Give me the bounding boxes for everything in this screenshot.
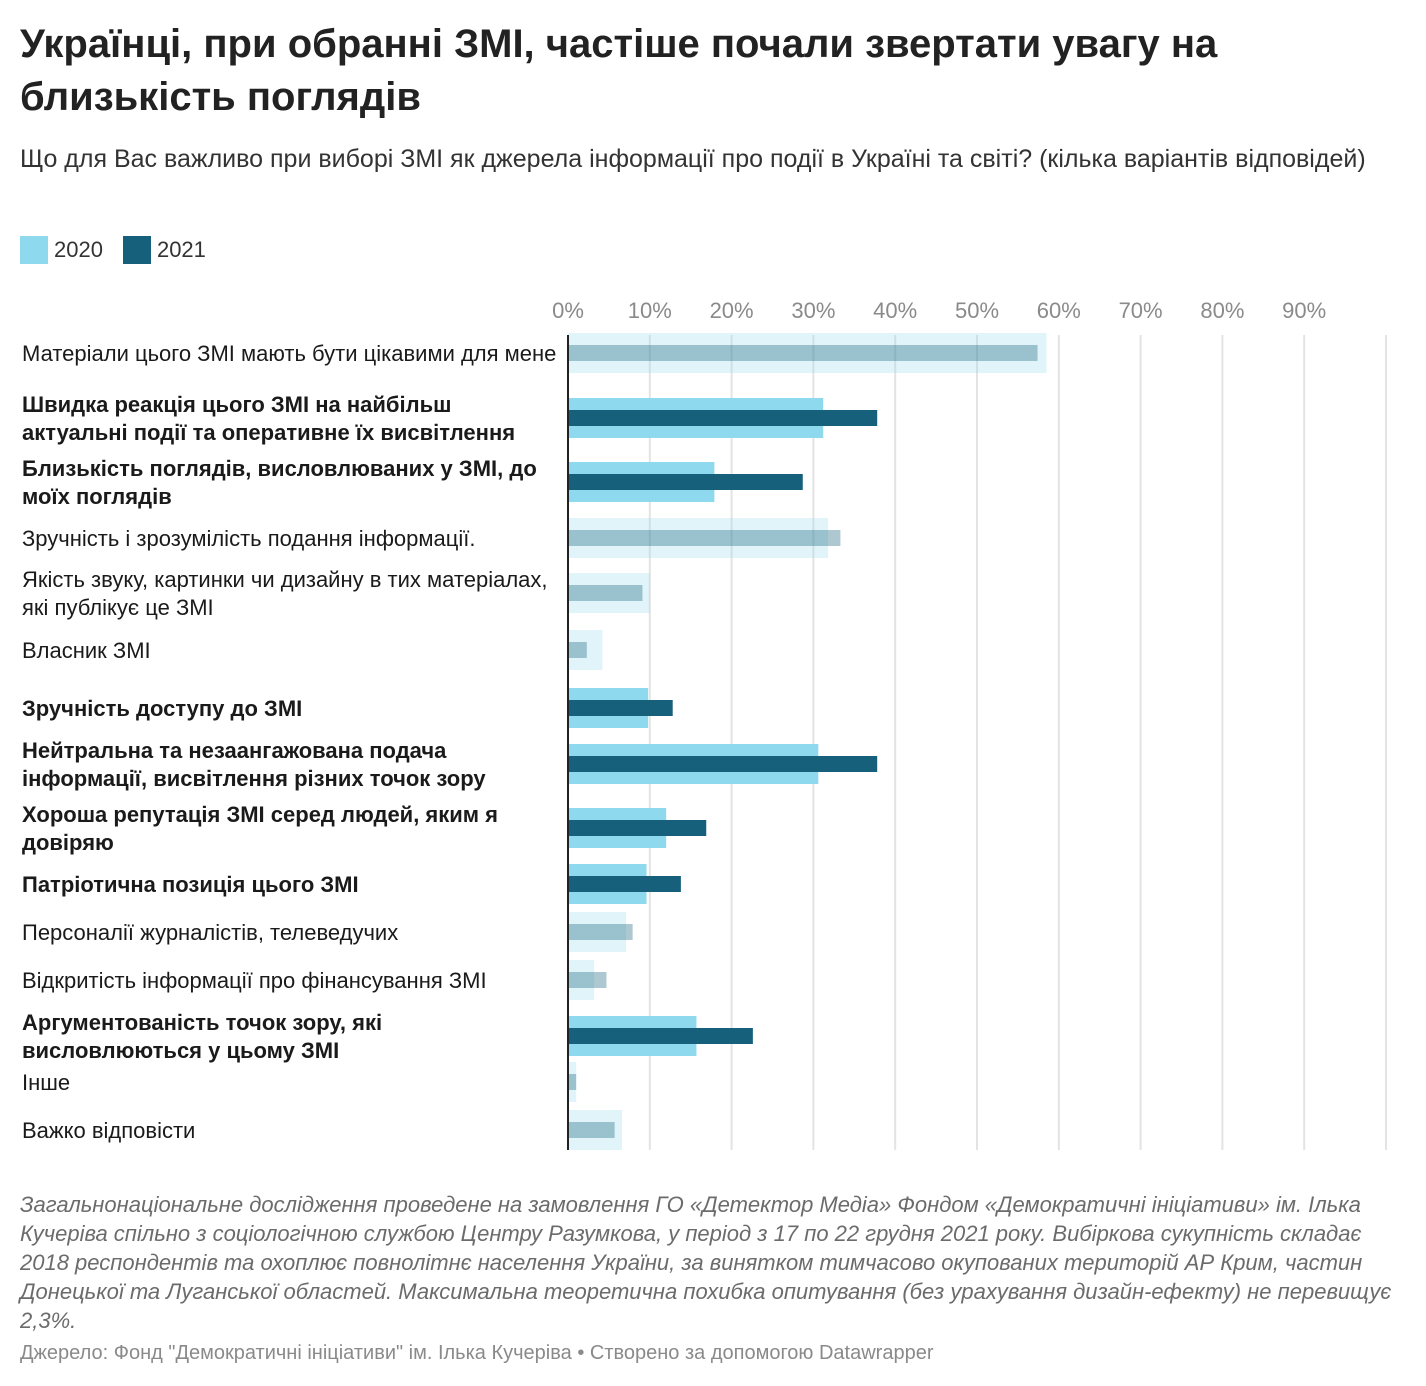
bar-2021 <box>568 410 878 426</box>
category-label: Персоналії журналістів, телеведучих <box>22 920 398 945</box>
category-label-line: Зручність доступу до ЗМІ <box>22 696 302 721</box>
category-label: Нейтральна та незаангажована подача інфор… <box>22 738 486 791</box>
grid-lines <box>648 335 1387 1150</box>
category-labels: Матеріали цього ЗМІ мають бути цікавими … <box>22 341 556 1143</box>
category-label: Інше <box>22 1070 70 1095</box>
legend-swatch-2021 <box>122 236 151 264</box>
bar-2020 <box>568 1110 622 1150</box>
category-label: Зручність доступу до ЗМІ <box>22 696 302 721</box>
category-label: Патріотична позиція цього ЗМІ <box>22 872 359 897</box>
bar-2021 <box>568 972 607 988</box>
category-label-line: Зручність і зрозумілість подання інформа… <box>22 526 475 551</box>
bar-2020 <box>568 960 595 1000</box>
bar-2021 <box>568 345 1038 361</box>
category-label-line: висловлюються у цьому ЗМІ <box>22 1038 339 1063</box>
legend-item-2021: 2021 <box>122 236 206 264</box>
category-label-line: моїх поглядів <box>22 484 172 509</box>
chart-source: Джерело: Фонд "Демократичні ініціативи" … <box>20 1342 934 1364</box>
bar-2021 <box>568 820 707 836</box>
category-label: Відкритість інформації про фінансування … <box>22 968 487 993</box>
bar-2021 <box>568 1122 615 1138</box>
x-tick-label: 60% <box>1037 298 1081 323</box>
bar-2021 <box>568 1028 753 1044</box>
category-label: Зручність і зрозумілість подання інформа… <box>22 526 475 551</box>
category-label-line: Власник ЗМІ <box>22 638 151 663</box>
bar-2021 <box>568 642 587 658</box>
legend-label-2020: 2020 <box>54 237 103 262</box>
legend-item-2020: 2020 <box>20 236 103 264</box>
category-label-line: Патріотична позиція цього ЗМІ <box>22 872 359 897</box>
bar-2020 <box>568 912 627 952</box>
bar-2020 <box>568 333 1047 373</box>
category-label: Хороша репутація ЗМІ серед людей, яким я… <box>22 802 498 855</box>
bar-2021 <box>568 474 803 490</box>
category-label: Якість звуку, картинки чи дизайну в тих … <box>22 567 548 620</box>
bar-2020 <box>568 518 829 558</box>
x-tick-label: 40% <box>873 298 917 323</box>
x-tick-label: 10% <box>628 298 672 323</box>
x-tick-label: 80% <box>1200 298 1244 323</box>
category-label-line: актуальні події та оперативне їх висвітл… <box>22 420 515 445</box>
bars <box>568 333 1047 1150</box>
chart-notes: Загальнонаціональне дослідження проведен… <box>20 1192 1392 1333</box>
category-label-line: які публікує це ЗМІ <box>22 595 214 620</box>
bar-2020 <box>568 1062 577 1102</box>
x-tick-label: 90% <box>1282 298 1326 323</box>
category-label: Близькість поглядів, висловлюваних у ЗМІ… <box>22 456 537 509</box>
chart-title: Українці, при обранні ЗМІ, частіше почал… <box>20 22 1218 119</box>
x-axis-ticks: 0% 10% 20% 30% 40% 50% 60% 70% 80% 90% <box>552 298 1326 323</box>
x-tick-label: 0% <box>552 298 584 323</box>
legend-label-2021: 2021 <box>156 237 206 262</box>
bar-2021 <box>568 700 673 716</box>
legend: 2020 2021 <box>20 235 226 265</box>
bar-chart: 0% 10% 20% 30% 40% 50% 60% 70% 80% 90% Матеріали … <box>22 298 1387 1150</box>
category-label-line: Якість звуку, картинки чи дизайну в тих … <box>22 567 548 592</box>
category-label-line: інформації, висвітлення різних точок зор… <box>22 766 486 791</box>
bar-2021 <box>568 876 681 892</box>
category-label-line: Аргументованість точок зору, які <box>22 1010 382 1035</box>
category-label: Швидка реакція цього ЗМІ на найбільш акту… <box>22 392 515 445</box>
x-tick-label: 50% <box>955 298 999 323</box>
category-label-line: Нейтральна та незаангажована подача <box>22 738 447 763</box>
category-label: Аргументованість точок зору, які висловлю… <box>22 1010 382 1063</box>
category-label: Матеріали цього ЗМІ мають бути цікавими … <box>22 341 556 366</box>
category-label-line: Інше <box>22 1070 70 1095</box>
category-label: Важко відповісти <box>22 1118 195 1143</box>
bar-2020 <box>568 573 650 613</box>
category-label-line: Близькість поглядів, висловлюваних у ЗМІ… <box>22 456 537 481</box>
bar-2021 <box>568 530 841 546</box>
category-label-line: Персоналії журналістів, телеведучих <box>22 920 398 945</box>
category-label-line: Швидка реакція цього ЗМІ на найбільш <box>22 392 451 417</box>
category-label-line: Хороша репутація ЗМІ серед людей, яким я <box>22 802 498 827</box>
legend-swatch-2020 <box>20 236 48 264</box>
category-label-line: Важко відповісти <box>22 1118 195 1143</box>
category-label-line: Відкритість інформації про фінансування … <box>22 968 487 993</box>
chart-subtitle: Що для Вас важливо при виборі ЗМІ як дже… <box>20 145 1366 173</box>
x-tick-label: 30% <box>791 298 835 323</box>
bar-2020 <box>568 630 603 670</box>
bar-2021 <box>568 756 878 772</box>
category-label-line: довіряю <box>22 830 114 855</box>
x-tick-label: 70% <box>1119 298 1163 323</box>
category-label-line: Матеріали цього ЗМІ мають бути цікавими … <box>22 341 556 366</box>
bar-2021 <box>568 924 633 940</box>
bar-2021 <box>568 585 643 601</box>
x-tick-label: 20% <box>710 298 754 323</box>
bar-2021 <box>568 1074 577 1090</box>
category-label: Власник ЗМІ <box>22 638 151 663</box>
